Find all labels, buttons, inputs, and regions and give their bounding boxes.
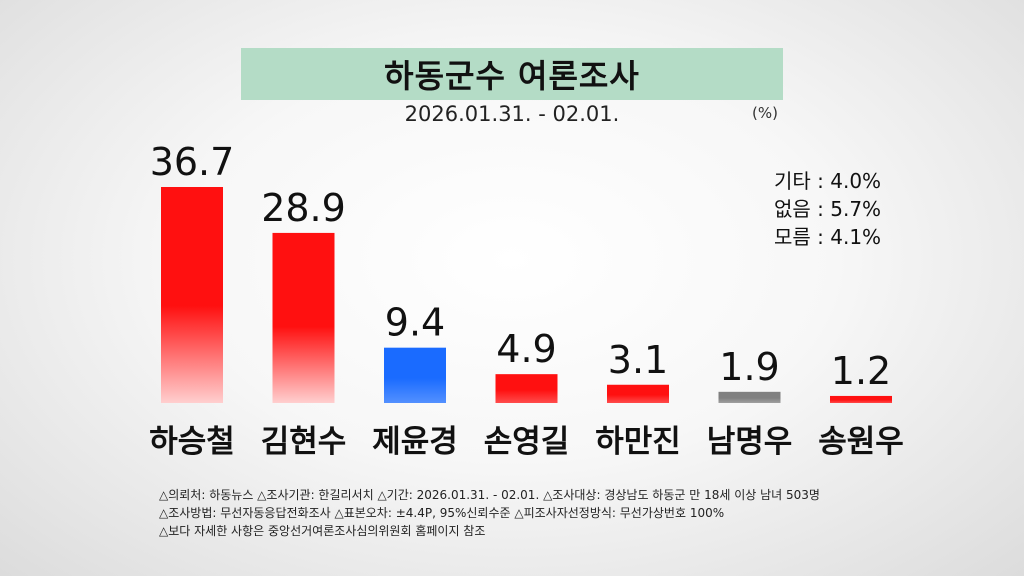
category-label: 남명우 [707, 424, 793, 460]
category-label: 하승철 [149, 424, 235, 460]
value-label: 9.4 [385, 301, 445, 345]
category-label: 송원우 [818, 424, 904, 460]
bar-하승철 [161, 187, 223, 403]
value-label: 36.7 [150, 140, 235, 184]
bar-손영길 [495, 374, 558, 403]
others-none: 없음 : 5.7% [774, 197, 882, 221]
bar-남명우 [718, 391, 781, 403]
category-label: 하만진 [595, 424, 681, 460]
bar-송원우 [830, 395, 892, 403]
footnote-line-1: △의뢰처: 하동뉴스 △조사기관: 한길리서치 △기간: 2026.01.31.… [159, 488, 820, 502]
survey-footnotes: △의뢰처: 하동뉴스 △조사기관: 한길리서치 △기간: 2026.01.31.… [159, 486, 820, 540]
value-label: 1.9 [719, 345, 779, 389]
bar-하만진 [607, 384, 669, 403]
chart-title: 하동군수 여론조사 [241, 48, 783, 100]
unit-label: (%) [752, 104, 778, 122]
footnote-line-3: △보다 자세한 사항은 중앙선거여론조사심의위원회 홈페이지 참조 [159, 524, 486, 538]
footnote-line-2: △조사방법: 무선자동응답전화조사 △표본오차: ±4.4P, 95%신뢰수준 … [159, 506, 725, 520]
others-summary: 기타 : 4.0% 없음 : 5.7% 모름 : 4.1% [774, 167, 881, 251]
value-label: 28.9 [261, 186, 346, 230]
others-etc: 기타 : 4.0% [774, 169, 882, 193]
bar-김현수 [272, 232, 335, 403]
others-unknown: 모름 : 4.1% [774, 225, 882, 249]
bar-제윤경 [384, 347, 446, 403]
category-label: 김현수 [261, 424, 347, 460]
value-label: 4.9 [496, 327, 556, 371]
value-label: 3.1 [608, 338, 668, 382]
value-label: 1.2 [831, 349, 891, 393]
category-label: 제윤경 [372, 424, 458, 460]
category-label: 손영길 [484, 424, 570, 460]
survey-date: 2026.01.31. - 02.01. [404, 102, 620, 126]
